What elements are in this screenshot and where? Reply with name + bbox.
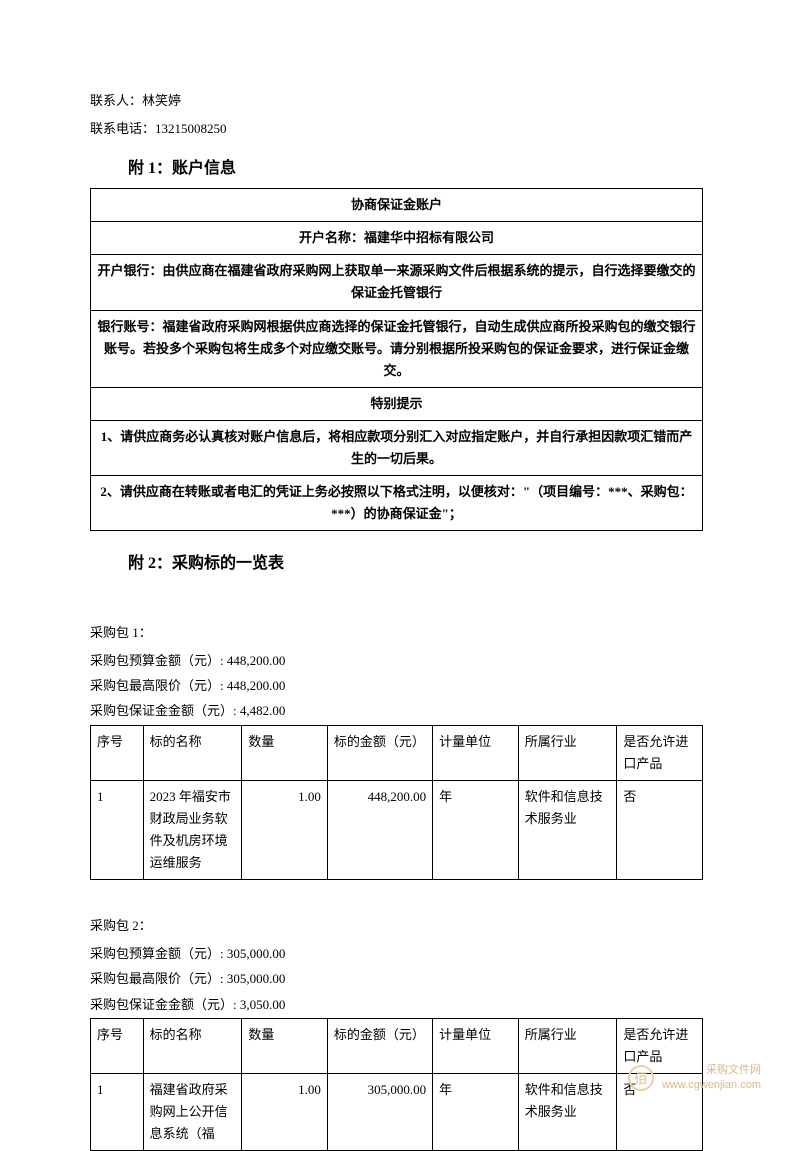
account-row-bank: 开户银行：由供应商在福建省政府采购网上获取单一来源采购文件后根据系统的提示，自行…	[91, 255, 703, 310]
account-row-title: 协商保证金账户	[91, 189, 703, 222]
cell-seq: 1	[91, 781, 144, 880]
cell-name: 2023 年福安市财政局业务软件及机房环境运维服务	[143, 781, 242, 880]
package-2-title: 采购包 2：	[90, 914, 703, 937]
table-header-row: 序号 标的名称 数量 标的金额（元） 计量单位 所属行业 是否允许进口产品	[91, 725, 703, 780]
package-1-deposit: 采购包保证金金额（元）: 4,482.00	[90, 699, 703, 722]
package-1-budget: 采购包预算金额（元）: 448,200.00	[90, 649, 703, 672]
contact-person: 联系人：林笑婷	[90, 90, 703, 112]
col-unit-header: 计量单位	[433, 1019, 519, 1074]
watermark-line-2: www.cgwenjian.com	[662, 1079, 761, 1091]
cell-qty: 1.00	[242, 1074, 328, 1151]
cell-name: 福建省政府采购网上公开信息系统（福	[143, 1074, 242, 1151]
attachment-1-heading: 附 1：账户信息	[128, 154, 703, 178]
package-2-block: 采购包 2： 采购包预算金额（元）: 305,000.00 采购包最高限价（元）…	[90, 914, 703, 1151]
cell-qty: 1.00	[242, 781, 328, 880]
package-1-table: 序号 标的名称 数量 标的金额（元） 计量单位 所属行业 是否允许进口产品 1 …	[90, 725, 703, 881]
contact-phone-value: 13215008250	[155, 121, 227, 136]
col-name-header: 标的名称	[143, 1019, 242, 1074]
package-1-max-price: 采购包最高限价（元）: 448,200.00	[90, 674, 703, 697]
col-seq-header: 序号	[91, 725, 144, 780]
col-qty-header: 数量	[242, 725, 328, 780]
contact-person-value: 林笑婷	[142, 93, 181, 108]
table-row: 1 福建省政府采购网上公开信息系统（福 1.00 305,000.00 年 软件…	[91, 1074, 703, 1151]
account-row-notice-heading: 特别提示	[91, 387, 703, 420]
col-unit-header: 计量单位	[433, 725, 519, 780]
package-2-budget: 采购包预算金额（元）: 305,000.00	[90, 942, 703, 965]
package-2-max-price: 采购包最高限价（元）: 305,000.00	[90, 967, 703, 990]
cell-industry: 软件和信息技术服务业	[518, 781, 617, 880]
table-row: 1 2023 年福安市财政局业务软件及机房环境运维服务 1.00 448,200…	[91, 781, 703, 880]
account-row-notice-2: 2、请供应商在转账或者电汇的凭证上务必按照以下格式注明，以便核对："（项目编号：…	[91, 476, 703, 531]
watermark-text: 采购文件网 www.cgwenjian.com	[662, 1063, 761, 1092]
cell-unit: 年	[433, 781, 519, 880]
cell-unit: 年	[433, 1074, 519, 1151]
contact-phone: 联系电话：13215008250	[90, 118, 703, 140]
col-industry-header: 所属行业	[518, 1019, 617, 1074]
watermark: 佰 采购文件网 www.cgwenjian.com	[628, 1063, 761, 1092]
watermark-logo-icon: 佰	[628, 1065, 654, 1091]
col-amt-header: 标的金额（元）	[327, 725, 432, 780]
package-2-deposit: 采购包保证金金额（元）: 3,050.00	[90, 993, 703, 1016]
col-name-header: 标的名称	[143, 725, 242, 780]
cell-amount: 305,000.00	[327, 1074, 432, 1151]
account-info-table: 协商保证金账户 开户名称：福建华中招标有限公司 开户银行：由供应商在福建省政府采…	[90, 188, 703, 531]
cell-seq: 1	[91, 1074, 144, 1151]
col-qty-header: 数量	[242, 1019, 328, 1074]
account-row-notice-1: 1、请供应商务必认真核对账户信息后，将相应款项分别汇入对应指定账户，并自行承担因…	[91, 420, 703, 475]
package-2-table: 序号 标的名称 数量 标的金额（元） 计量单位 所属行业 是否允许进口产品 1 …	[90, 1018, 703, 1151]
table-header-row: 序号 标的名称 数量 标的金额（元） 计量单位 所属行业 是否允许进口产品	[91, 1019, 703, 1074]
col-seq-header: 序号	[91, 1019, 144, 1074]
account-row-name: 开户名称：福建华中招标有限公司	[91, 222, 703, 255]
package-1-title: 采购包 1：	[90, 621, 703, 644]
attachment-2-heading: 附 2：采购标的一览表	[128, 549, 703, 573]
cell-industry: 软件和信息技术服务业	[518, 1074, 617, 1151]
package-1-block: 采购包 1： 采购包预算金额（元）: 448,200.00 采购包最高限价（元）…	[90, 621, 703, 880]
watermark-line-1: 采购文件网	[706, 1064, 761, 1076]
col-industry-header: 所属行业	[518, 725, 617, 780]
cell-import: 否	[617, 781, 703, 880]
col-import-header: 是否允许进口产品	[617, 725, 703, 780]
col-amt-header: 标的金额（元）	[327, 1019, 432, 1074]
cell-amount: 448,200.00	[327, 781, 432, 880]
contact-person-label: 联系人：	[90, 93, 142, 108]
contact-phone-label: 联系电话：	[90, 121, 155, 136]
account-row-number: 银行账号：福建省政府采购网根据供应商选择的保证金托管银行，自动生成供应商所投采购…	[91, 310, 703, 387]
